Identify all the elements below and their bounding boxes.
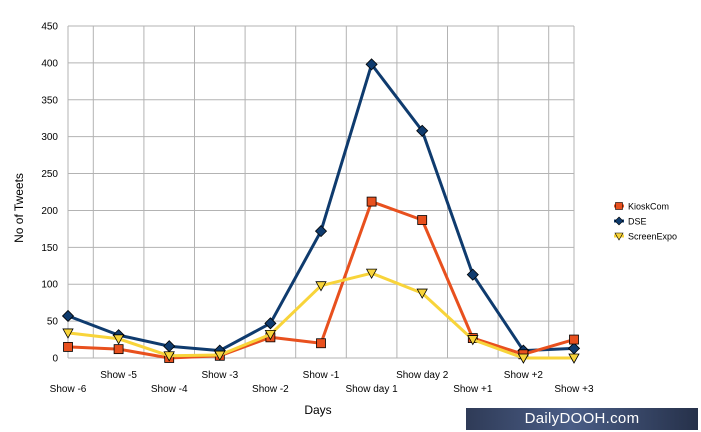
x-tick-label: Show -4 [151, 384, 188, 395]
data-point-screenexpo [264, 329, 277, 341]
series-group [61, 58, 581, 364]
axes [67, 26, 574, 359]
legend-marker-screenexpo [614, 232, 624, 241]
data-point-screenexpo [62, 328, 74, 339]
data-point-kioskcom [366, 196, 377, 207]
data-point-dse [365, 58, 378, 71]
data-point-kioskcom [113, 344, 124, 355]
legend-label-kioskcom: KioskCom [628, 202, 669, 212]
legend: KioskCom DSE ScreenExpo [614, 202, 677, 242]
x-axis-title: Days [304, 403, 331, 417]
y-tick-label: 150 [41, 243, 58, 254]
data-point-screenexpo [416, 288, 428, 299]
data-point-screenexpo [315, 281, 327, 292]
y-tick-label: 400 [41, 58, 58, 69]
gridlines [68, 25, 575, 359]
data-point-dse [264, 317, 277, 330]
data-point-dse [314, 225, 328, 238]
y-axis-title: No of Tweets [12, 173, 26, 243]
y-tick-label: 200 [41, 206, 58, 217]
x-tick-label: Show +3 [554, 384, 594, 395]
data-point-dse [61, 309, 75, 323]
data-point-dse [163, 340, 176, 353]
data-point-screenexpo [163, 351, 175, 362]
data-point-kioskcom [569, 334, 579, 345]
data-point-screenexpo [214, 350, 226, 361]
data-point-dse [466, 268, 479, 281]
x-tick-label: Show +1 [453, 384, 493, 395]
x-tick-label: Show -3 [201, 370, 238, 381]
y-tick-label: 250 [41, 169, 58, 180]
series-screenexpo [62, 268, 580, 364]
series-kioskcom [63, 196, 579, 363]
legend-marker-dse [614, 216, 624, 226]
data-point-dse [567, 342, 581, 355]
x-tick-label: Show +2 [504, 370, 544, 381]
legend-marker-kioskcom [615, 202, 623, 210]
data-point-screenexpo [365, 268, 378, 279]
data-point-kioskcom [316, 338, 326, 349]
y-tick-labels: 0 50 100 150 200 250 300 350 400 450 [41, 22, 58, 365]
data-point-kioskcom [63, 342, 73, 352]
watermark-logo: DailyDOOH.com [466, 408, 698, 430]
y-tick-label: 300 [41, 132, 58, 143]
x-tick-label: Show -2 [252, 384, 289, 395]
x-tick-label: Show -6 [50, 384, 87, 395]
y-tick-label: 450 [41, 22, 58, 33]
x-tick-label: Show -1 [303, 370, 340, 381]
y-tick-label: 350 [41, 95, 58, 106]
data-point-kioskcom [417, 215, 428, 225]
data-point-dse [416, 124, 429, 137]
x-tick-label: Show day 1 [345, 384, 398, 395]
data-point-screenexpo [112, 334, 125, 345]
legend-label-screenexpo: ScreenExpo [628, 232, 677, 242]
data-point-screenexpo [517, 353, 530, 364]
y-tick-label: 100 [41, 280, 58, 291]
y-tick-label: 0 [52, 354, 58, 365]
y-tick-label: 50 [47, 317, 59, 328]
x-tick-labels: Show -6 Show -5 Show -4 Show -3 Show -2 Show … [50, 370, 594, 395]
x-tick-label: Show day 2 [396, 370, 449, 381]
series-dse [61, 58, 581, 357]
legend-label-dse: DSE [628, 217, 647, 227]
data-point-screenexpo [467, 335, 479, 346]
data-point-screenexpo [568, 353, 580, 364]
x-tick-label: Show -5 [100, 370, 137, 381]
